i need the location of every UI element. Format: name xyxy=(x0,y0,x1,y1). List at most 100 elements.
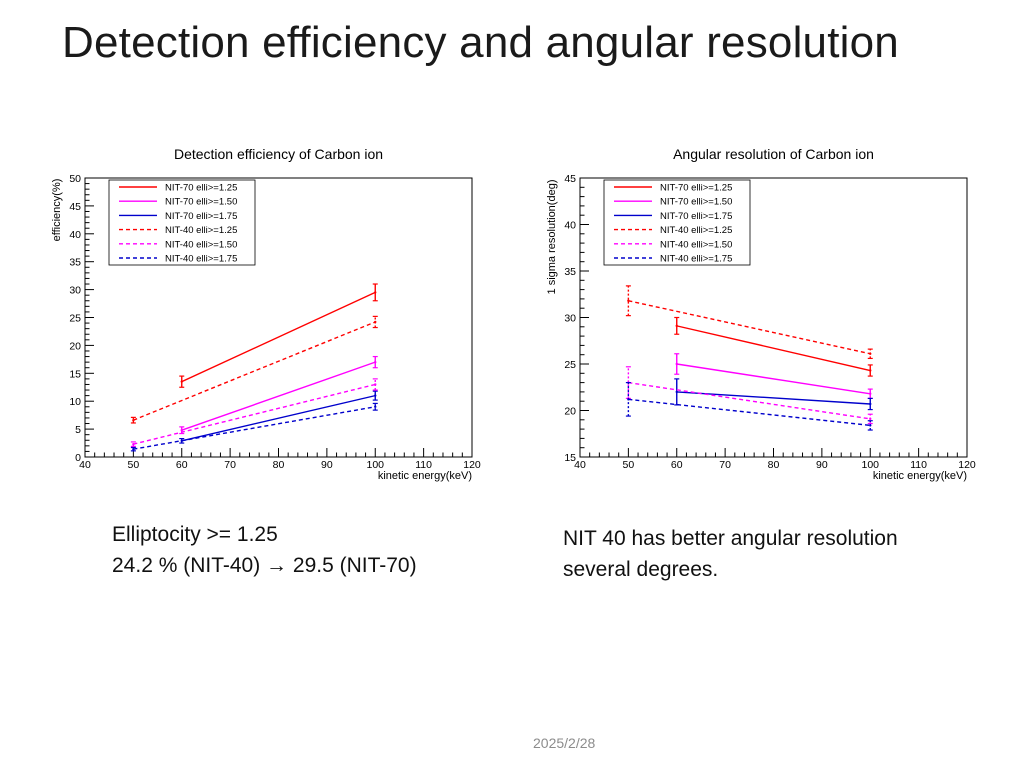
x-tick-label: 110 xyxy=(415,459,432,471)
data-point xyxy=(675,390,678,394)
legend-label: NIT-40 elli>=1.75 xyxy=(660,254,732,265)
y-axis-label: efficiency(%) xyxy=(51,179,63,242)
series-line xyxy=(133,406,376,450)
data-point xyxy=(374,360,377,364)
x-tick-label: 100 xyxy=(366,459,384,471)
x-tick-label: 120 xyxy=(463,459,481,471)
y-tick-label: 20 xyxy=(69,340,81,352)
data-point xyxy=(132,447,135,451)
chart-title: Detection efficiency of Carbon ion xyxy=(174,146,383,162)
series-line xyxy=(181,361,376,431)
legend-label: NIT-40 elli>=1.50 xyxy=(165,239,237,250)
x-tick-label: 120 xyxy=(958,459,976,471)
y-tick-label: 20 xyxy=(564,406,576,418)
y-tick-label: 15 xyxy=(564,452,576,464)
series-line xyxy=(628,398,871,427)
x-tick-label: 40 xyxy=(574,459,586,471)
y-tick-label: 25 xyxy=(69,313,81,325)
x-tick-label: 60 xyxy=(671,459,683,471)
data-point xyxy=(132,418,135,422)
legend-label: NIT-40 elli>=1.25 xyxy=(165,225,237,236)
x-tick-label: 90 xyxy=(321,459,333,471)
x-tick-label: 40 xyxy=(79,459,91,471)
series-0 xyxy=(179,283,378,388)
data-point xyxy=(374,291,377,294)
footer-date: 2025/2/28 xyxy=(533,735,596,751)
x-axis-label: kinetic energy(keV) xyxy=(378,470,472,482)
series-3 xyxy=(625,285,873,360)
y-tick-label: 25 xyxy=(564,359,576,371)
data-point xyxy=(132,442,135,446)
data-point xyxy=(869,352,872,355)
y-tick-label: 35 xyxy=(69,257,81,269)
series-3 xyxy=(130,315,378,424)
y-tick-label: 15 xyxy=(69,368,81,380)
efficiency-note-line-1: Elliptocity >= 1.25 xyxy=(112,523,278,546)
data-point xyxy=(374,320,377,324)
x-tick-label: 70 xyxy=(224,459,236,471)
series-line xyxy=(628,300,871,355)
legend-label: NIT-40 elli>=1.50 xyxy=(660,239,732,250)
legend-label: NIT-40 elli>=1.25 xyxy=(660,225,732,236)
data-point xyxy=(627,398,630,401)
efficiency-note-line-2: 24.2 % (NIT-40) → 29.5 (NIT-70) xyxy=(112,554,417,577)
x-axis-label: kinetic energy(keV) xyxy=(873,470,967,482)
series-line xyxy=(628,381,871,420)
data-point xyxy=(627,299,630,302)
y-tick-label: 0 xyxy=(75,452,81,464)
y-tick-label: 50 xyxy=(69,173,81,185)
series-line xyxy=(676,363,871,395)
series-2 xyxy=(179,390,378,444)
data-point xyxy=(869,402,872,406)
data-point xyxy=(180,380,183,383)
x-tick-label: 50 xyxy=(128,459,140,471)
y-tick-label: 10 xyxy=(69,396,81,408)
resolution-note-line-1: NIT 40 has better angular resolution xyxy=(563,527,898,550)
legend-box xyxy=(108,179,256,266)
series-line xyxy=(181,291,376,383)
y-tick-label: 30 xyxy=(564,313,576,325)
data-point xyxy=(374,405,377,408)
series-4 xyxy=(130,378,378,447)
legend-label: NIT-70 elli>=1.50 xyxy=(165,197,237,208)
legend-label: NIT-70 elli>=1.50 xyxy=(660,197,732,208)
y-axis-label: 1 sigma resolution(deg) xyxy=(546,180,558,295)
y-tick-label: 40 xyxy=(69,229,81,241)
x-tick-label: 80 xyxy=(768,459,780,471)
x-tick-label: 80 xyxy=(273,459,285,471)
y-tick-label: 45 xyxy=(69,201,81,213)
series-1 xyxy=(674,353,873,400)
efficiency-note: Elliptocity >= 1.25 24.2 % (NIT-40) → 29… xyxy=(112,519,417,581)
data-point xyxy=(869,417,872,421)
data-point xyxy=(180,429,183,432)
series-line xyxy=(676,325,871,372)
series-5 xyxy=(130,402,378,452)
data-point xyxy=(675,324,678,328)
y-tick-label: 40 xyxy=(564,220,576,232)
legend-label: NIT-70 elli>=1.75 xyxy=(660,211,732,222)
legend-label: NIT-70 elli>=1.25 xyxy=(660,183,732,194)
data-point xyxy=(869,424,872,427)
x-tick-label: 60 xyxy=(176,459,188,471)
series-line xyxy=(133,321,376,421)
slide-title: Detection efficiency and angular resolut… xyxy=(62,18,899,67)
x-tick-label: 90 xyxy=(816,459,828,471)
data-point xyxy=(869,369,872,372)
legend-label: NIT-40 elli>=1.75 xyxy=(165,254,237,265)
x-tick-label: 70 xyxy=(719,459,731,471)
chart-title: Angular resolution of Carbon ion xyxy=(673,146,874,162)
data-point xyxy=(374,383,377,386)
resolution-note: NIT 40 has better angular resolution sev… xyxy=(563,523,898,585)
legend-box xyxy=(603,179,751,266)
series-2 xyxy=(674,378,873,411)
data-point xyxy=(869,392,872,395)
x-tick-label: 110 xyxy=(910,459,927,471)
resolution-note-line-2: several degrees. xyxy=(563,558,719,581)
series-line xyxy=(676,391,871,405)
series-5 xyxy=(625,382,873,431)
y-tick-label: 45 xyxy=(564,173,576,185)
series-line xyxy=(181,394,376,442)
y-tick-label: 30 xyxy=(69,285,81,297)
